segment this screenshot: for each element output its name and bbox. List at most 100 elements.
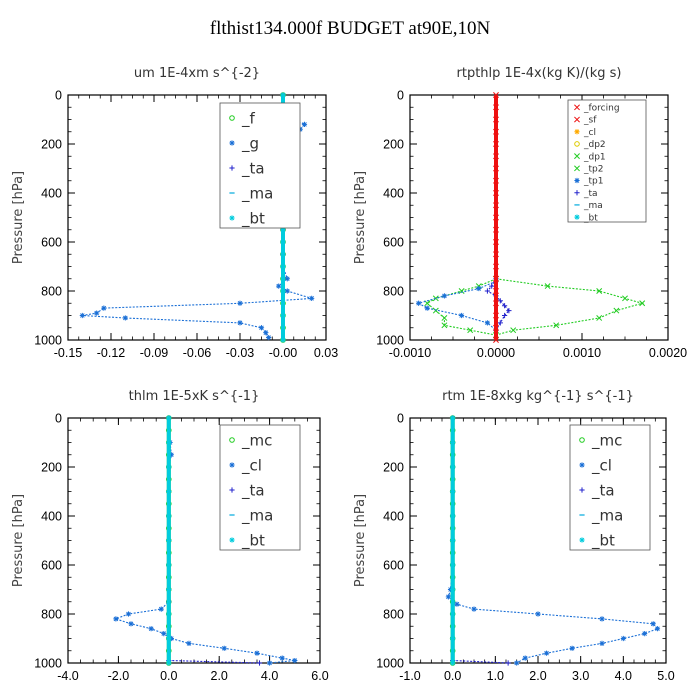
y-tick-label: 0 (397, 412, 404, 426)
legend-marker (574, 116, 580, 123)
legend-box (219, 424, 301, 551)
legend-marker (574, 190, 580, 196)
legend-label: _cl (241, 456, 262, 475)
data-point (263, 330, 269, 336)
data-point (622, 295, 628, 302)
data-point (166, 513, 172, 519)
legend-marker (574, 104, 580, 111)
x-tick-label: 0.03 (314, 346, 338, 360)
data-point (535, 611, 541, 617)
data-point (650, 621, 656, 627)
legend-marker (574, 129, 580, 135)
legend-label: _bt (583, 213, 598, 223)
data-point (166, 562, 172, 568)
legend-marker (229, 537, 235, 543)
data-point (166, 635, 172, 642)
legend-label: _ma (591, 506, 623, 525)
data-point (280, 239, 286, 245)
data-point (254, 650, 260, 656)
series-ta (484, 276, 512, 333)
series-line (417, 280, 497, 331)
series-bt (166, 415, 172, 666)
legend-marker (574, 153, 580, 160)
legend-marker (229, 487, 235, 493)
data-point (493, 263, 499, 270)
data-point (493, 116, 499, 123)
data-point (280, 288, 286, 294)
data-point (166, 586, 172, 593)
data-point (493, 190, 499, 196)
series-tp2 (424, 275, 499, 339)
y-tick-label: 200 (41, 461, 62, 475)
y-tick-label: 0 (55, 412, 62, 426)
data-point (445, 594, 451, 600)
x-tick-label: -0.06 (183, 346, 212, 360)
legend-label: _ma (241, 506, 273, 525)
data-point (493, 324, 499, 331)
legend-label: _ta (241, 159, 265, 178)
data-point (596, 314, 603, 321)
y-tick-label: 0 (397, 89, 404, 103)
data-point (280, 263, 286, 270)
data-point (161, 631, 167, 637)
data-point (553, 322, 560, 329)
panel-title: thlm 1E-5xK s^{-1} (129, 389, 260, 404)
data-point (493, 239, 499, 245)
legend-marker (229, 437, 235, 443)
x-tick-label: 1.0 (487, 669, 504, 683)
data-point (450, 439, 456, 446)
data-point (458, 288, 465, 294)
legend-marker (229, 215, 235, 221)
data-point (284, 288, 290, 294)
legend-label: _ta (583, 189, 598, 199)
data-point (284, 276, 290, 282)
data-point (441, 322, 448, 329)
legend-marker (579, 487, 585, 493)
data-point (493, 312, 499, 319)
y-tick-label: 800 (41, 285, 62, 299)
data-point (497, 320, 503, 326)
y-tick-label: 600 (383, 559, 404, 573)
data-point (94, 310, 100, 316)
data-point (459, 312, 465, 319)
legend-label: _sf (583, 116, 597, 126)
x-tick-label: -2.0 (108, 669, 130, 683)
data-point (441, 293, 447, 299)
data-point (79, 312, 85, 319)
data-point (450, 562, 456, 568)
x-tick-label: -0.09 (140, 346, 169, 360)
y-axis-label: Pressure [hPa] (11, 171, 26, 264)
data-point (221, 645, 227, 651)
x-tick-label: -1.0 (399, 669, 421, 683)
y-tick-label: 200 (383, 138, 404, 152)
y-tick-label: 800 (383, 285, 404, 299)
data-point (493, 177, 499, 184)
data-point (514, 660, 520, 666)
y-axis-label: Pressure [hPa] (353, 494, 368, 587)
data-point (122, 315, 128, 321)
legend-marker (229, 115, 235, 121)
series-bt (450, 415, 456, 666)
y-tick-label: 0 (55, 89, 62, 103)
y-tick-label: 800 (383, 608, 404, 622)
data-point (493, 153, 499, 160)
data-point (599, 640, 605, 646)
data-point (654, 626, 661, 632)
legend-marker (574, 177, 580, 184)
x-tick-label: 0.0020 (649, 346, 687, 360)
legend-label: _ta (591, 481, 615, 500)
legend-marker (229, 140, 235, 146)
data-point (450, 537, 456, 544)
data-point (450, 488, 456, 495)
data-point (493, 214, 499, 221)
legend-label: _mc (241, 431, 272, 450)
y-tick-label: 1000 (34, 334, 62, 348)
x-tick-label: -0.15 (54, 346, 83, 360)
data-point (639, 300, 646, 307)
data-point (476, 285, 482, 292)
legend-marker (229, 165, 235, 171)
data-point (493, 92, 499, 98)
x-tick-label: 2.0 (211, 669, 228, 683)
data-point (467, 327, 474, 334)
data-point (166, 488, 172, 495)
